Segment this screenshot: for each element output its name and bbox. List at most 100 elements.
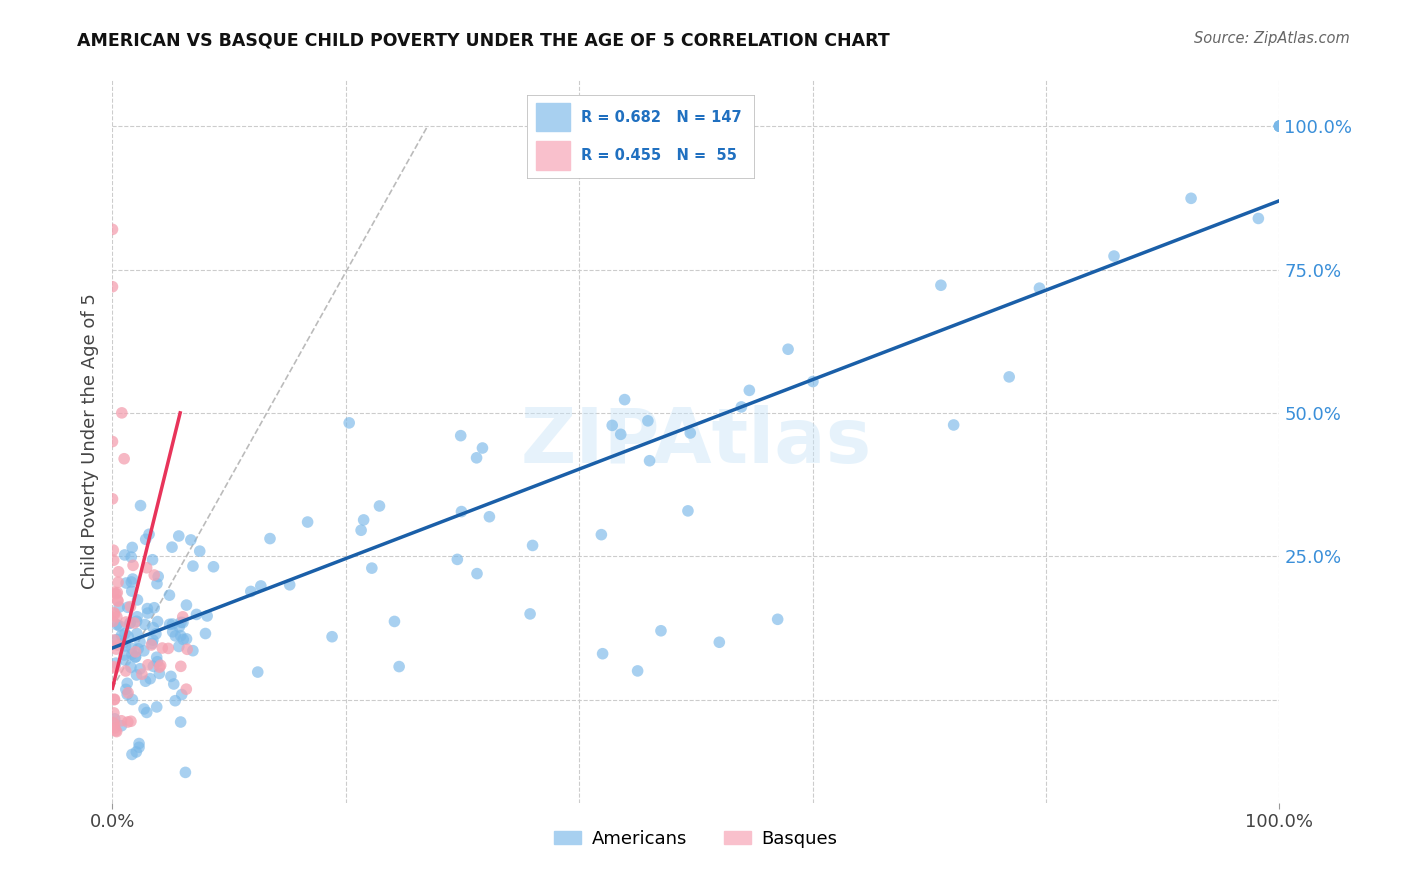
Point (170, 629, 193, 643)
Point (195, 609, 218, 624)
Point (135, 706, 157, 720)
Text: AMERICAN VS BASQUE CHILD POVERTY UNDER THE AGE OF 5 CORRELATION CHART: AMERICAN VS BASQUE CHILD POVERTY UNDER T… (77, 31, 890, 49)
Point (141, 553, 163, 567)
Point (103, 692, 125, 706)
Point (143, 568, 166, 582)
Point (321, 630, 343, 644)
Point (142, 621, 165, 635)
Point (188, 544, 211, 558)
Point (127, 641, 149, 656)
Point (239, 584, 262, 599)
Point (139, 672, 162, 686)
Point (101, 615, 124, 629)
Point (259, 532, 281, 546)
Point (450, 428, 472, 442)
Point (120, 599, 142, 614)
Point (167, 529, 190, 543)
Point (170, 659, 193, 673)
Point (471, 441, 494, 455)
Point (128, 740, 150, 755)
Point (146, 655, 169, 669)
Point (138, 527, 160, 541)
Point (121, 692, 143, 706)
Point (1028, 281, 1050, 295)
Point (125, 745, 148, 759)
Point (778, 343, 800, 357)
Point (176, 682, 198, 697)
Point (159, 588, 181, 602)
Point (148, 569, 170, 583)
Point (159, 617, 181, 632)
Text: ZIPAtlas: ZIPAtlas (520, 405, 872, 478)
Point (104, 721, 127, 735)
Point (127, 609, 149, 624)
Point (176, 642, 198, 657)
Point (388, 659, 411, 673)
Point (129, 635, 152, 649)
Point (117, 714, 139, 729)
Point (1268, 119, 1291, 133)
Point (627, 664, 650, 678)
Point (172, 632, 194, 647)
Point (105, 642, 128, 657)
Point (176, 632, 198, 646)
Point (111, 636, 134, 650)
Point (103, 585, 125, 599)
Point (141, 636, 163, 650)
Point (450, 505, 472, 519)
Point (998, 370, 1021, 384)
Point (115, 676, 138, 690)
Point (766, 612, 789, 626)
Point (167, 640, 190, 654)
Point (135, 533, 157, 547)
Point (134, 617, 156, 632)
Point (115, 615, 138, 629)
Point (145, 627, 167, 641)
Point (297, 515, 319, 529)
Point (519, 607, 541, 621)
Point (121, 648, 143, 662)
Point (136, 606, 159, 620)
Point (1180, 191, 1202, 205)
Legend: Americans, Basques: Americans, Basques (547, 822, 845, 855)
Point (112, 451, 135, 466)
Point (176, 598, 198, 612)
Point (186, 607, 208, 622)
Point (105, 632, 128, 647)
Point (111, 406, 134, 420)
Point (738, 384, 761, 398)
Point (135, 561, 157, 575)
Point (730, 400, 752, 414)
Point (142, 633, 165, 648)
Point (125, 626, 148, 640)
Point (1268, 119, 1291, 133)
Point (679, 425, 702, 440)
Point (112, 648, 135, 662)
Point (107, 638, 129, 652)
Point (478, 509, 501, 524)
Point (181, 559, 204, 574)
Point (103, 632, 125, 647)
Point (278, 578, 301, 592)
Point (105, 587, 128, 601)
Point (101, 715, 124, 730)
Point (136, 601, 159, 615)
Point (101, 222, 124, 236)
Point (124, 650, 146, 665)
Point (165, 694, 187, 708)
Point (124, 649, 146, 664)
Point (101, 434, 124, 449)
Point (637, 414, 659, 428)
Point (149, 660, 172, 674)
Point (1102, 249, 1125, 263)
Point (942, 417, 965, 432)
Point (194, 626, 217, 640)
Point (103, 716, 125, 731)
Point (114, 664, 136, 678)
Point (129, 662, 152, 676)
Point (613, 392, 636, 407)
Point (117, 600, 139, 615)
Point (131, 667, 153, 681)
Point (103, 606, 125, 620)
Point (145, 700, 167, 714)
